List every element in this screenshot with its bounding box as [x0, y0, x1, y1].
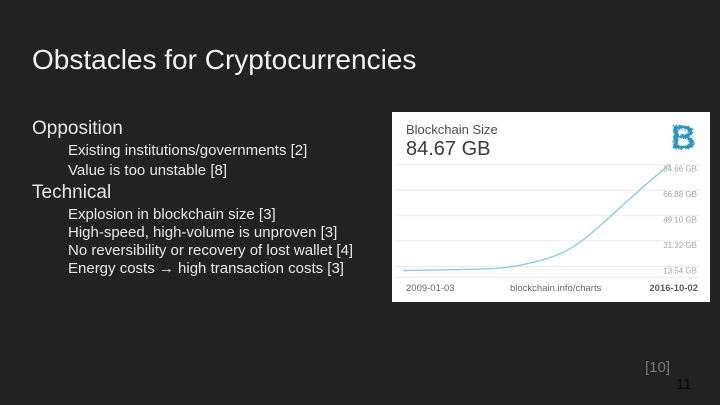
svg-text:B: B: [671, 119, 696, 157]
